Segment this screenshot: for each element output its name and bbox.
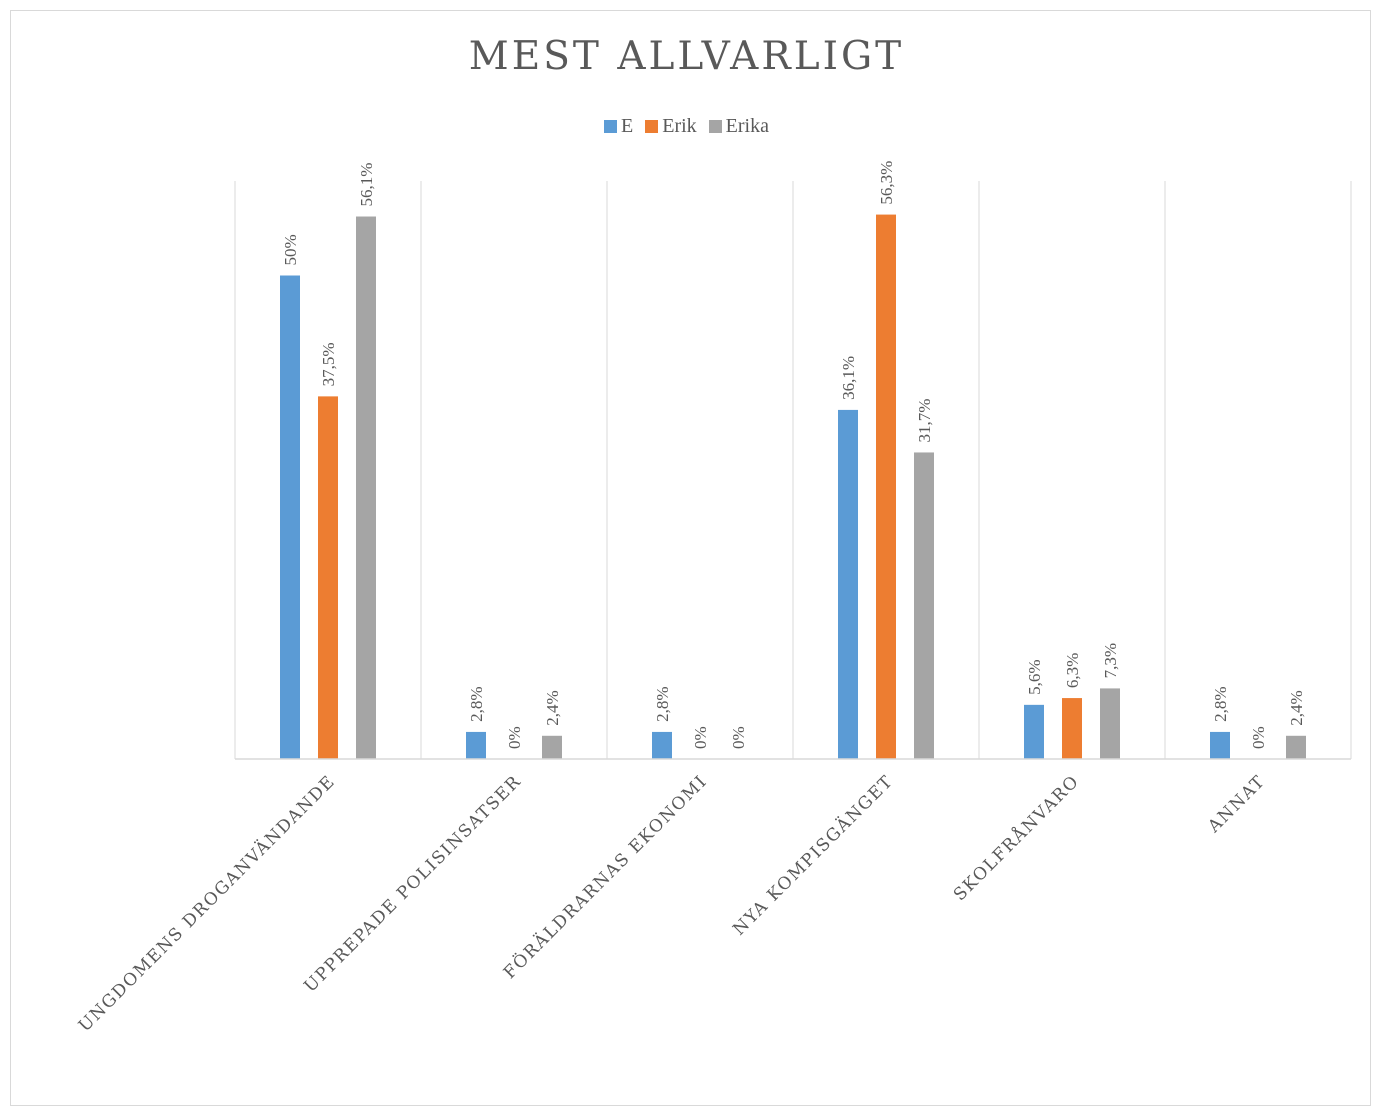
bar-erika-0 [356,216,376,759]
data-label-erik-1: 0% [505,726,524,749]
data-label-erik-3: 56,3% [877,161,896,205]
legend-item-erika: Erika [708,114,769,138]
legend-swatch-erik [645,119,659,133]
data-label-erik-2: 0% [691,726,710,749]
data-label-e-0: 50% [281,234,300,265]
legend-swatch-erika [708,119,722,133]
bar-e-0 [280,275,300,759]
bar-e-2 [652,731,672,759]
chart-frame [10,10,1371,1106]
data-label-e-2: 2,8% [653,687,672,722]
data-label-erik-0: 37,5% [319,342,338,386]
bar-erika-5 [1286,735,1306,759]
bar-e-5 [1210,731,1230,759]
data-label-e-3: 36,1% [839,356,858,400]
data-label-erika-5: 2,4% [1287,690,1306,725]
category-label-5: ANNAT [1204,771,1270,837]
data-label-erika-4: 7,3% [1101,643,1120,678]
data-label-erika-3: 31,7% [915,399,934,443]
legend-swatch-e [604,119,618,133]
bar-e-4 [1024,704,1044,759]
category-label-3: NYA KOMPISGÄNGET [729,771,898,940]
bar-erik-0 [318,396,338,759]
bar-e-1 [466,731,486,759]
legend-item-erik: Erik [645,114,697,138]
bar-erika-4 [1100,688,1120,759]
data-label-erika-0: 56,1% [357,163,376,207]
data-label-erika-2: 0% [729,726,748,749]
legend-item-e: E [604,115,633,138]
category-label-1: UPPREPADE POLISINSATSER [300,771,525,996]
data-label-e-4: 5,6% [1025,659,1044,694]
data-label-e-1: 2,8% [467,687,486,722]
chart-legend: E Erik Erika [0,114,1373,138]
category-label-2: FÖRÄLDRARNAS EKONOMI [499,771,711,983]
legend-label-erik: Erik [662,114,697,137]
data-label-erik-4: 6,3% [1063,653,1082,688]
legend-label-e: E [621,114,634,137]
data-label-e-5: 2,8% [1211,687,1230,722]
chart-title: MEST ALLVARLIGT [468,34,905,79]
legend-label-erika: Erika [725,114,769,137]
bar-erika-1 [542,735,562,759]
category-label-4: SKOLFRÅNVARO [949,771,1083,905]
category-label-0: UNGDOMENS DROGANVÄNDANDE [74,771,339,1036]
bar-e-3 [838,409,858,759]
data-label-erika-1: 2,4% [543,690,562,725]
bar-erik-3 [876,214,896,760]
bar-erika-3 [914,452,934,759]
bar-erik-4 [1062,698,1082,759]
data-label-erik-5: 0% [1249,726,1268,749]
